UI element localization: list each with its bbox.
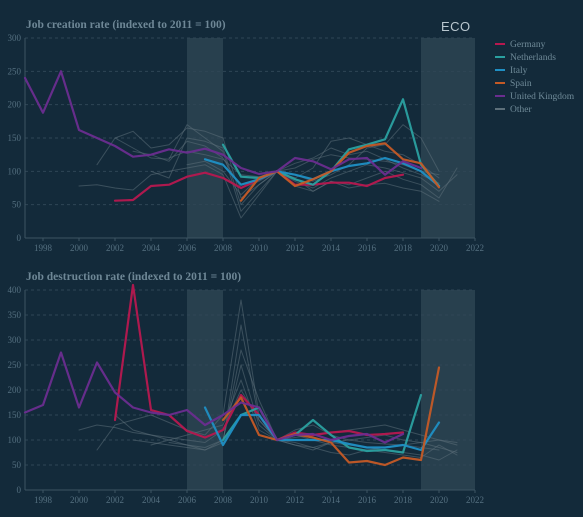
- x-tick-label: 2018: [394, 495, 413, 505]
- y-tick-label: 100: [8, 435, 22, 445]
- legend: Germany Netherlands Italy Spain United Kingd…: [495, 40, 575, 115]
- y-tick-label: 50: [12, 200, 22, 210]
- legend-label-italy: Italy: [510, 66, 528, 76]
- eco-logo: ECO: [441, 19, 471, 34]
- legend-label-other: Other: [510, 105, 532, 115]
- x-tick-label: 2008: [214, 495, 233, 505]
- y-tick-label: 100: [8, 166, 22, 176]
- x-tick-label: 2020: [430, 495, 449, 505]
- x-tick-label: 2014: [322, 495, 341, 505]
- x-tick-label: 2002: [106, 243, 124, 253]
- y-tick-label: 200: [8, 100, 22, 110]
- x-tick-label: 2000: [70, 495, 89, 505]
- legend-label-spain: Spain: [510, 79, 532, 89]
- series-line-other: [186, 160, 440, 202]
- x-tick-label: 2006: [178, 495, 197, 505]
- x-tick-label: 2016: [358, 495, 377, 505]
- x-tick-label: 2022: [466, 243, 484, 253]
- y-tick-label: 400: [8, 285, 22, 295]
- series-line-other: [78, 389, 440, 451]
- x-tick-label: 2004: [142, 243, 161, 253]
- x-tick-label: 2014: [322, 243, 341, 253]
- x-tick-label: 2006: [178, 243, 197, 253]
- y-tick-label: 50: [12, 460, 22, 470]
- x-tick-label: 1998: [34, 243, 53, 253]
- x-tick-label: 2010: [250, 495, 269, 505]
- legend-label-netherlands: Netherlands: [510, 53, 556, 63]
- y-tick-label: 150: [8, 133, 22, 143]
- job-creation-chart: Job creation rate (indexed to 2011 = 100…: [8, 19, 485, 253]
- x-tick-label: 2010: [250, 243, 269, 253]
- x-tick-label: 2000: [70, 243, 89, 253]
- series-line-spain: [221, 366, 441, 467]
- legend-label-united-kingdom: United Kingdom: [510, 92, 575, 102]
- chart-title: Job creation rate (indexed to 2011 = 100…: [26, 19, 226, 31]
- x-tick-label: 2016: [358, 243, 377, 253]
- y-tick-label: 0: [17, 485, 22, 495]
- job-destruction-chart: Job destruction rate (indexed to 2011 = …: [8, 271, 485, 505]
- x-tick-label: 1998: [34, 495, 53, 505]
- series-line-other: [132, 364, 458, 451]
- series-line-netherlands: [221, 393, 423, 454]
- x-tick-label: 2002: [106, 495, 124, 505]
- y-tick-label: 0: [17, 233, 22, 243]
- y-tick-label: 250: [8, 66, 22, 76]
- series-line-united-kingdom: [23, 70, 423, 176]
- x-tick-label: 2018: [394, 243, 413, 253]
- y-tick-label: 150: [8, 410, 22, 420]
- y-tick-label: 350: [8, 310, 22, 320]
- series-line-united-kingdom: [23, 351, 405, 444]
- x-tick-label: 2012: [286, 243, 304, 253]
- x-tick-label: 2012: [286, 495, 304, 505]
- x-tick-label: 2020: [430, 243, 449, 253]
- y-tick-label: 250: [8, 360, 22, 370]
- y-tick-label: 200: [8, 385, 22, 395]
- x-tick-label: 2004: [142, 495, 161, 505]
- y-tick-label: 300: [8, 335, 22, 345]
- legend-label-germany: Germany: [510, 40, 546, 50]
- y-tick-label: 300: [8, 33, 22, 43]
- chart-title: Job destruction rate (indexed to 2011 = …: [26, 271, 241, 283]
- x-tick-label: 2022: [466, 495, 484, 505]
- x-tick-label: 2008: [214, 243, 233, 253]
